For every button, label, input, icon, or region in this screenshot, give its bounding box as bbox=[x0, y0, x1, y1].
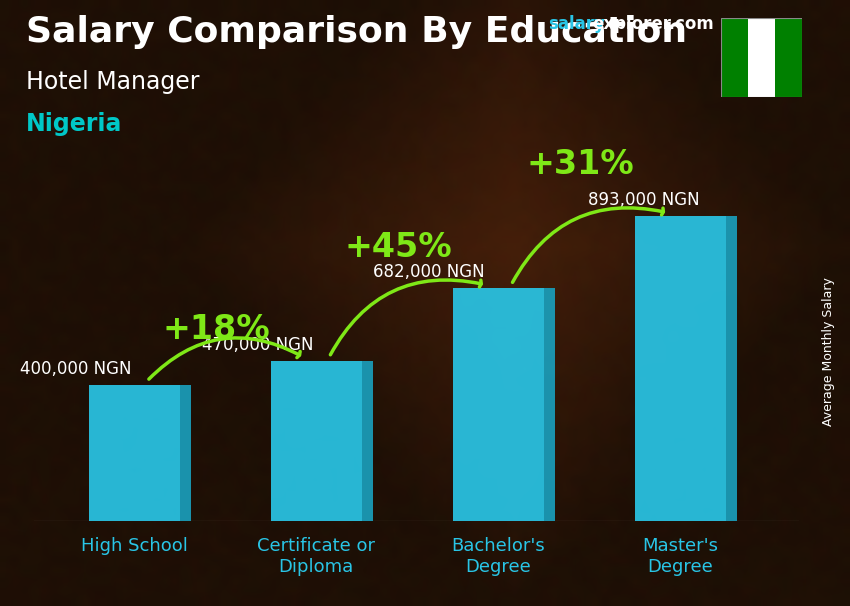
Text: explorer.com: explorer.com bbox=[592, 15, 714, 33]
Text: 893,000 NGN: 893,000 NGN bbox=[588, 191, 700, 209]
Bar bbox=[748, 18, 774, 97]
Bar bbox=[635, 216, 726, 521]
Bar bbox=[179, 385, 190, 521]
Bar bbox=[88, 385, 179, 521]
Text: +45%: +45% bbox=[344, 231, 452, 264]
Bar bbox=[721, 18, 748, 97]
Bar bbox=[453, 288, 544, 521]
Bar bbox=[362, 361, 373, 521]
Text: Hotel Manager: Hotel Manager bbox=[26, 70, 199, 94]
Bar bbox=[271, 361, 362, 521]
Text: 682,000 NGN: 682,000 NGN bbox=[373, 264, 485, 281]
Text: 400,000 NGN: 400,000 NGN bbox=[20, 360, 132, 378]
Text: 470,000 NGN: 470,000 NGN bbox=[202, 336, 314, 354]
Bar bbox=[774, 18, 802, 97]
Text: Salary Comparison By Education: Salary Comparison By Education bbox=[26, 15, 687, 49]
Text: +31%: +31% bbox=[527, 148, 634, 181]
Text: Average Monthly Salary: Average Monthly Salary bbox=[822, 277, 836, 426]
Bar bbox=[726, 216, 737, 521]
Text: salary: salary bbox=[548, 15, 605, 33]
Bar bbox=[544, 288, 555, 521]
Text: +18%: +18% bbox=[162, 313, 270, 347]
Text: Nigeria: Nigeria bbox=[26, 112, 122, 136]
